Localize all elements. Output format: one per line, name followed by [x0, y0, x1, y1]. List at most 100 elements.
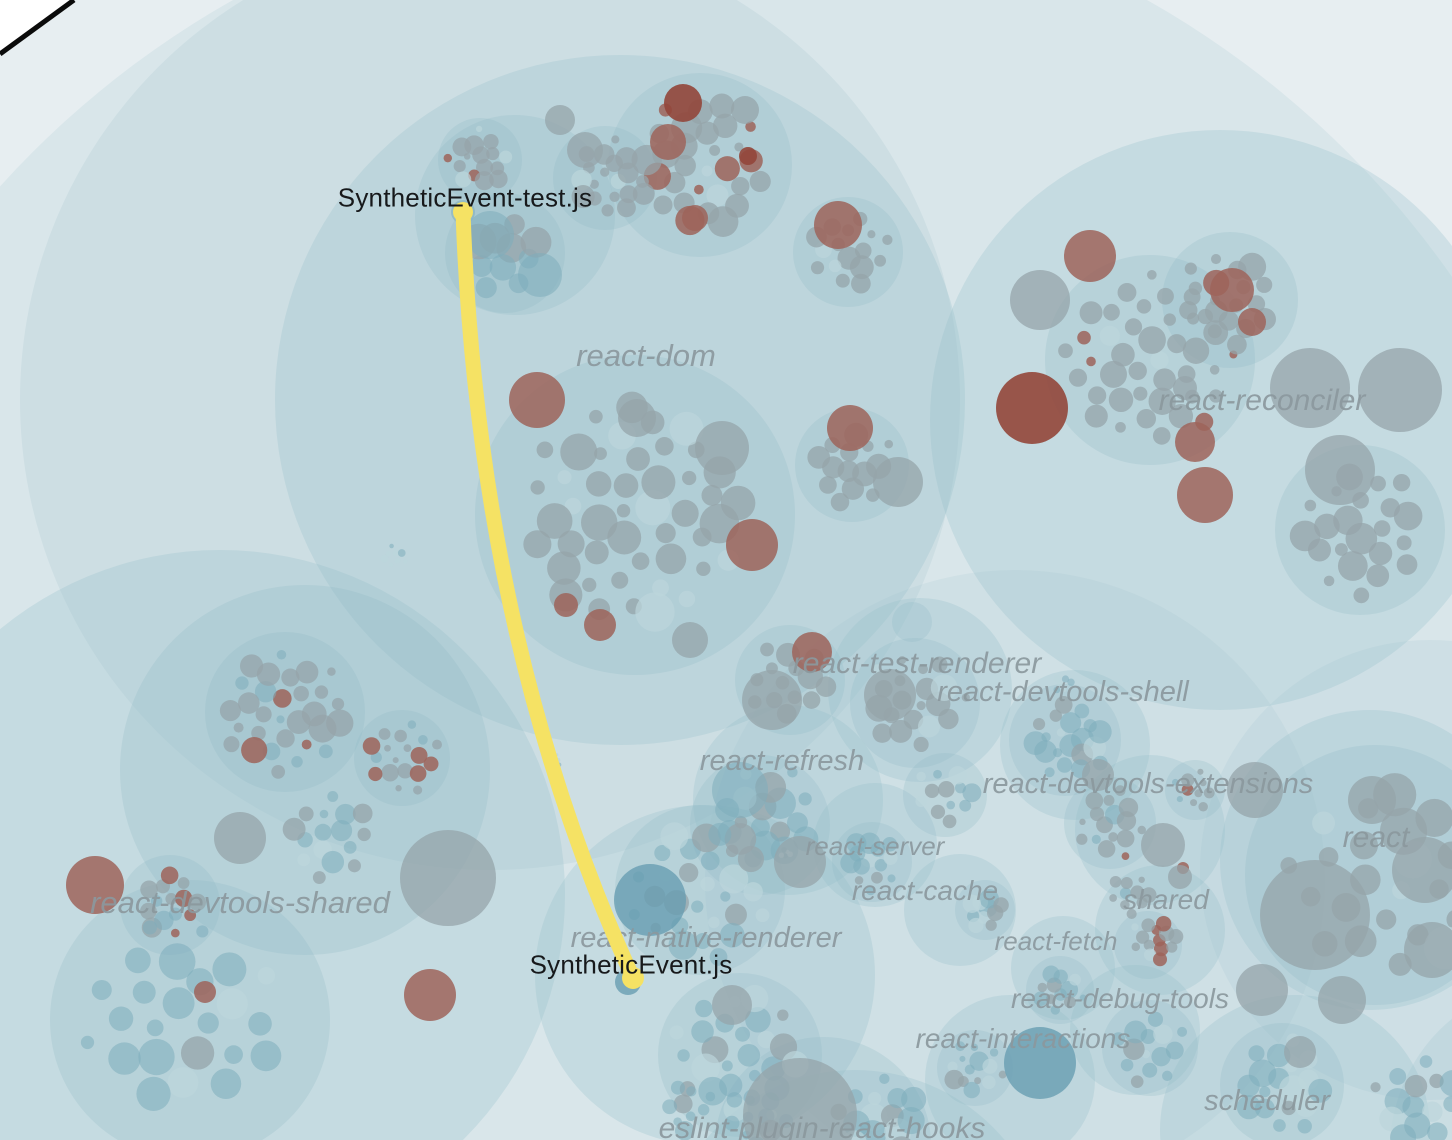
package-circle-react-cache[interactable] [904, 854, 1016, 966]
file-circle [982, 1075, 996, 1090]
file-circle [1376, 909, 1397, 930]
file-circle [255, 706, 272, 723]
file-circle [1079, 301, 1103, 325]
file-circle [80, 1035, 95, 1050]
file-circle [331, 697, 345, 711]
file-circle [327, 791, 339, 802]
file-circle [214, 812, 266, 864]
file-circle [851, 273, 871, 294]
package-label-react-refresh: react-refresh [700, 745, 864, 777]
file-circle [1297, 1119, 1312, 1134]
file-circle [1103, 794, 1115, 806]
corner-fold-edge [0, 0, 76, 57]
file-circle [1058, 343, 1073, 359]
file-circle [523, 530, 552, 559]
file-circle [898, 656, 907, 665]
file-circle [1260, 860, 1370, 970]
file-circle [108, 1006, 134, 1031]
package-label-react-fetch: react-fetch [995, 926, 1118, 956]
file-circle [1116, 829, 1135, 848]
file-circle [1181, 773, 1195, 787]
file-circle [719, 864, 749, 894]
file-circle [1121, 852, 1130, 860]
file-circle [915, 795, 927, 808]
file-circle [1131, 923, 1139, 931]
file-circle [1227, 334, 1247, 355]
file-circle [841, 477, 865, 500]
file-circle [998, 1070, 1007, 1079]
file-circle [335, 803, 356, 825]
file-circle [560, 433, 598, 471]
file-circle [725, 903, 747, 926]
file-circle [611, 571, 629, 589]
file-circle [1238, 308, 1266, 336]
file-circle [924, 783, 940, 799]
file-circle [196, 925, 209, 938]
file-circle [1284, 1036, 1316, 1068]
file-circle [474, 171, 494, 191]
file-circle [883, 850, 898, 865]
file-circle [1056, 728, 1066, 737]
file-circle [554, 593, 578, 617]
file-circle [701, 165, 713, 177]
file-circle [1177, 1026, 1188, 1037]
file-circle [1082, 759, 1114, 791]
file-circle [407, 720, 417, 729]
file-circle [180, 1036, 215, 1070]
file-circle [381, 763, 399, 782]
file-circle [397, 763, 413, 779]
file-circle [760, 642, 774, 657]
file-circle [664, 84, 702, 122]
file-circle [1084, 404, 1108, 428]
connection-source-label: SyntheticEvent-test.js [337, 182, 593, 213]
file-circle [636, 175, 649, 188]
file-circle [1153, 941, 1169, 957]
file-circle [1133, 386, 1148, 401]
file-circle [184, 909, 197, 922]
file-circle [1064, 230, 1116, 282]
file-circle [961, 693, 970, 702]
file-circle [404, 969, 456, 1021]
file-circle [1281, 1100, 1296, 1116]
file-circle [91, 979, 112, 1000]
package-label-shared: shared [1123, 884, 1210, 915]
file-circle [395, 785, 402, 792]
file-circle [1067, 678, 1075, 686]
file-circle [916, 700, 926, 711]
file-circle [1203, 320, 1229, 346]
file-circle [695, 421, 749, 475]
file-circle [1079, 818, 1086, 826]
file-circle [827, 405, 873, 451]
file-circle [745, 121, 756, 132]
file-circle [1069, 973, 1081, 986]
file-circle [889, 719, 913, 743]
file-circle [1120, 900, 1130, 910]
file-circle [798, 792, 812, 806]
file-circle [1136, 930, 1150, 944]
folder-circle-14 [354, 710, 450, 806]
file-circle [1323, 575, 1335, 587]
file-circle [321, 850, 345, 874]
file-circle [1068, 368, 1088, 387]
file-circle [1163, 313, 1176, 326]
file-circle [678, 590, 696, 608]
file-circle [257, 966, 276, 985]
file-circle [698, 1121, 708, 1132]
file-circle [1419, 1055, 1433, 1068]
file-circle [1088, 386, 1107, 405]
file-circle [1177, 467, 1233, 523]
file-circle [810, 261, 825, 275]
file-circle [1368, 541, 1393, 566]
file-circle [397, 549, 406, 557]
file-circle [712, 762, 768, 818]
file-circle [1168, 865, 1192, 889]
file-circle [686, 1086, 697, 1097]
file-circle [655, 543, 687, 575]
file-circle [882, 234, 893, 245]
file-circle [326, 709, 354, 737]
file-circle [188, 893, 207, 911]
file-circle [1136, 299, 1152, 314]
file-circle [1137, 825, 1146, 835]
file-circle [175, 889, 193, 908]
file-circle [726, 1092, 743, 1108]
